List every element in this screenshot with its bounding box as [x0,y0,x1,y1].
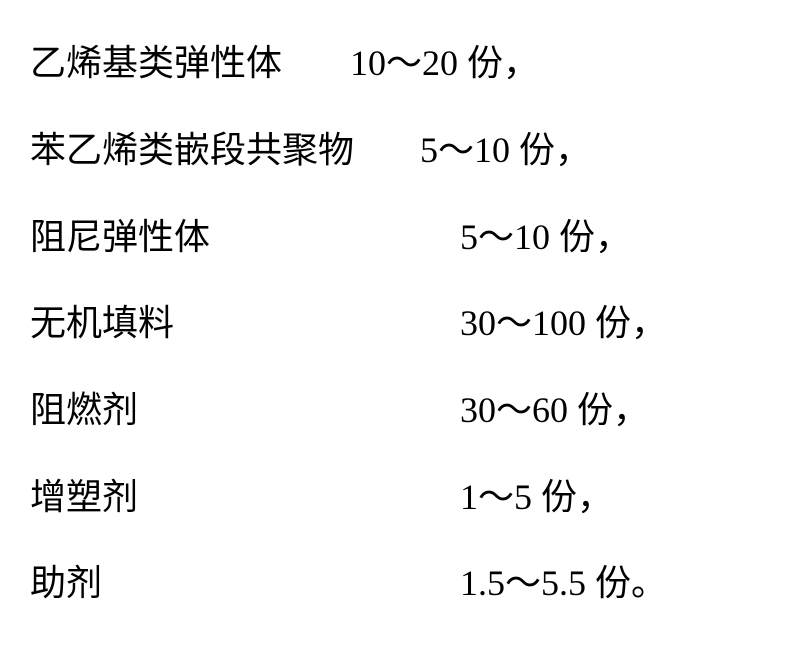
table-row: 阻燃剂 30～60 份， [30,385,769,435]
ingredient-label: 增塑剂 [30,472,460,522]
ingredient-value: 1～5 份， [460,472,613,522]
ingredient-value: 5～10 份， [460,212,631,262]
ingredient-label: 阻尼弹性体 [30,212,460,262]
ingredient-value: 30～100 份， [460,298,667,348]
ingredient-label: 乙烯基类弹性体 [30,38,350,88]
ingredient-table: 乙烯基类弹性体 10～20 份， 苯乙烯类嵌段共聚物 5～10 份， 阻尼弹性体… [30,20,769,627]
ingredient-value: 10～20 份， [350,38,539,88]
table-row: 苯乙烯类嵌段共聚物 5～10 份， [30,125,769,175]
table-row: 乙烯基类弹性体 10～20 份， [30,38,769,88]
ingredient-value: 1.5～5.5 份。 [460,558,667,608]
ingredient-label: 苯乙烯类嵌段共聚物 [30,125,420,175]
ingredient-value: 5～10 份， [420,125,591,175]
ingredient-label: 无机填料 [30,298,460,348]
table-row: 助剂 1.5～5.5 份。 [30,558,769,608]
ingredient-label: 阻燃剂 [30,385,460,435]
ingredient-value: 30～60 份， [460,385,649,435]
table-row: 阻尼弹性体 5～10 份， [30,212,769,262]
table-row: 无机填料 30～100 份， [30,298,769,348]
table-row: 增塑剂 1～5 份， [30,472,769,522]
ingredient-label: 助剂 [30,558,460,608]
